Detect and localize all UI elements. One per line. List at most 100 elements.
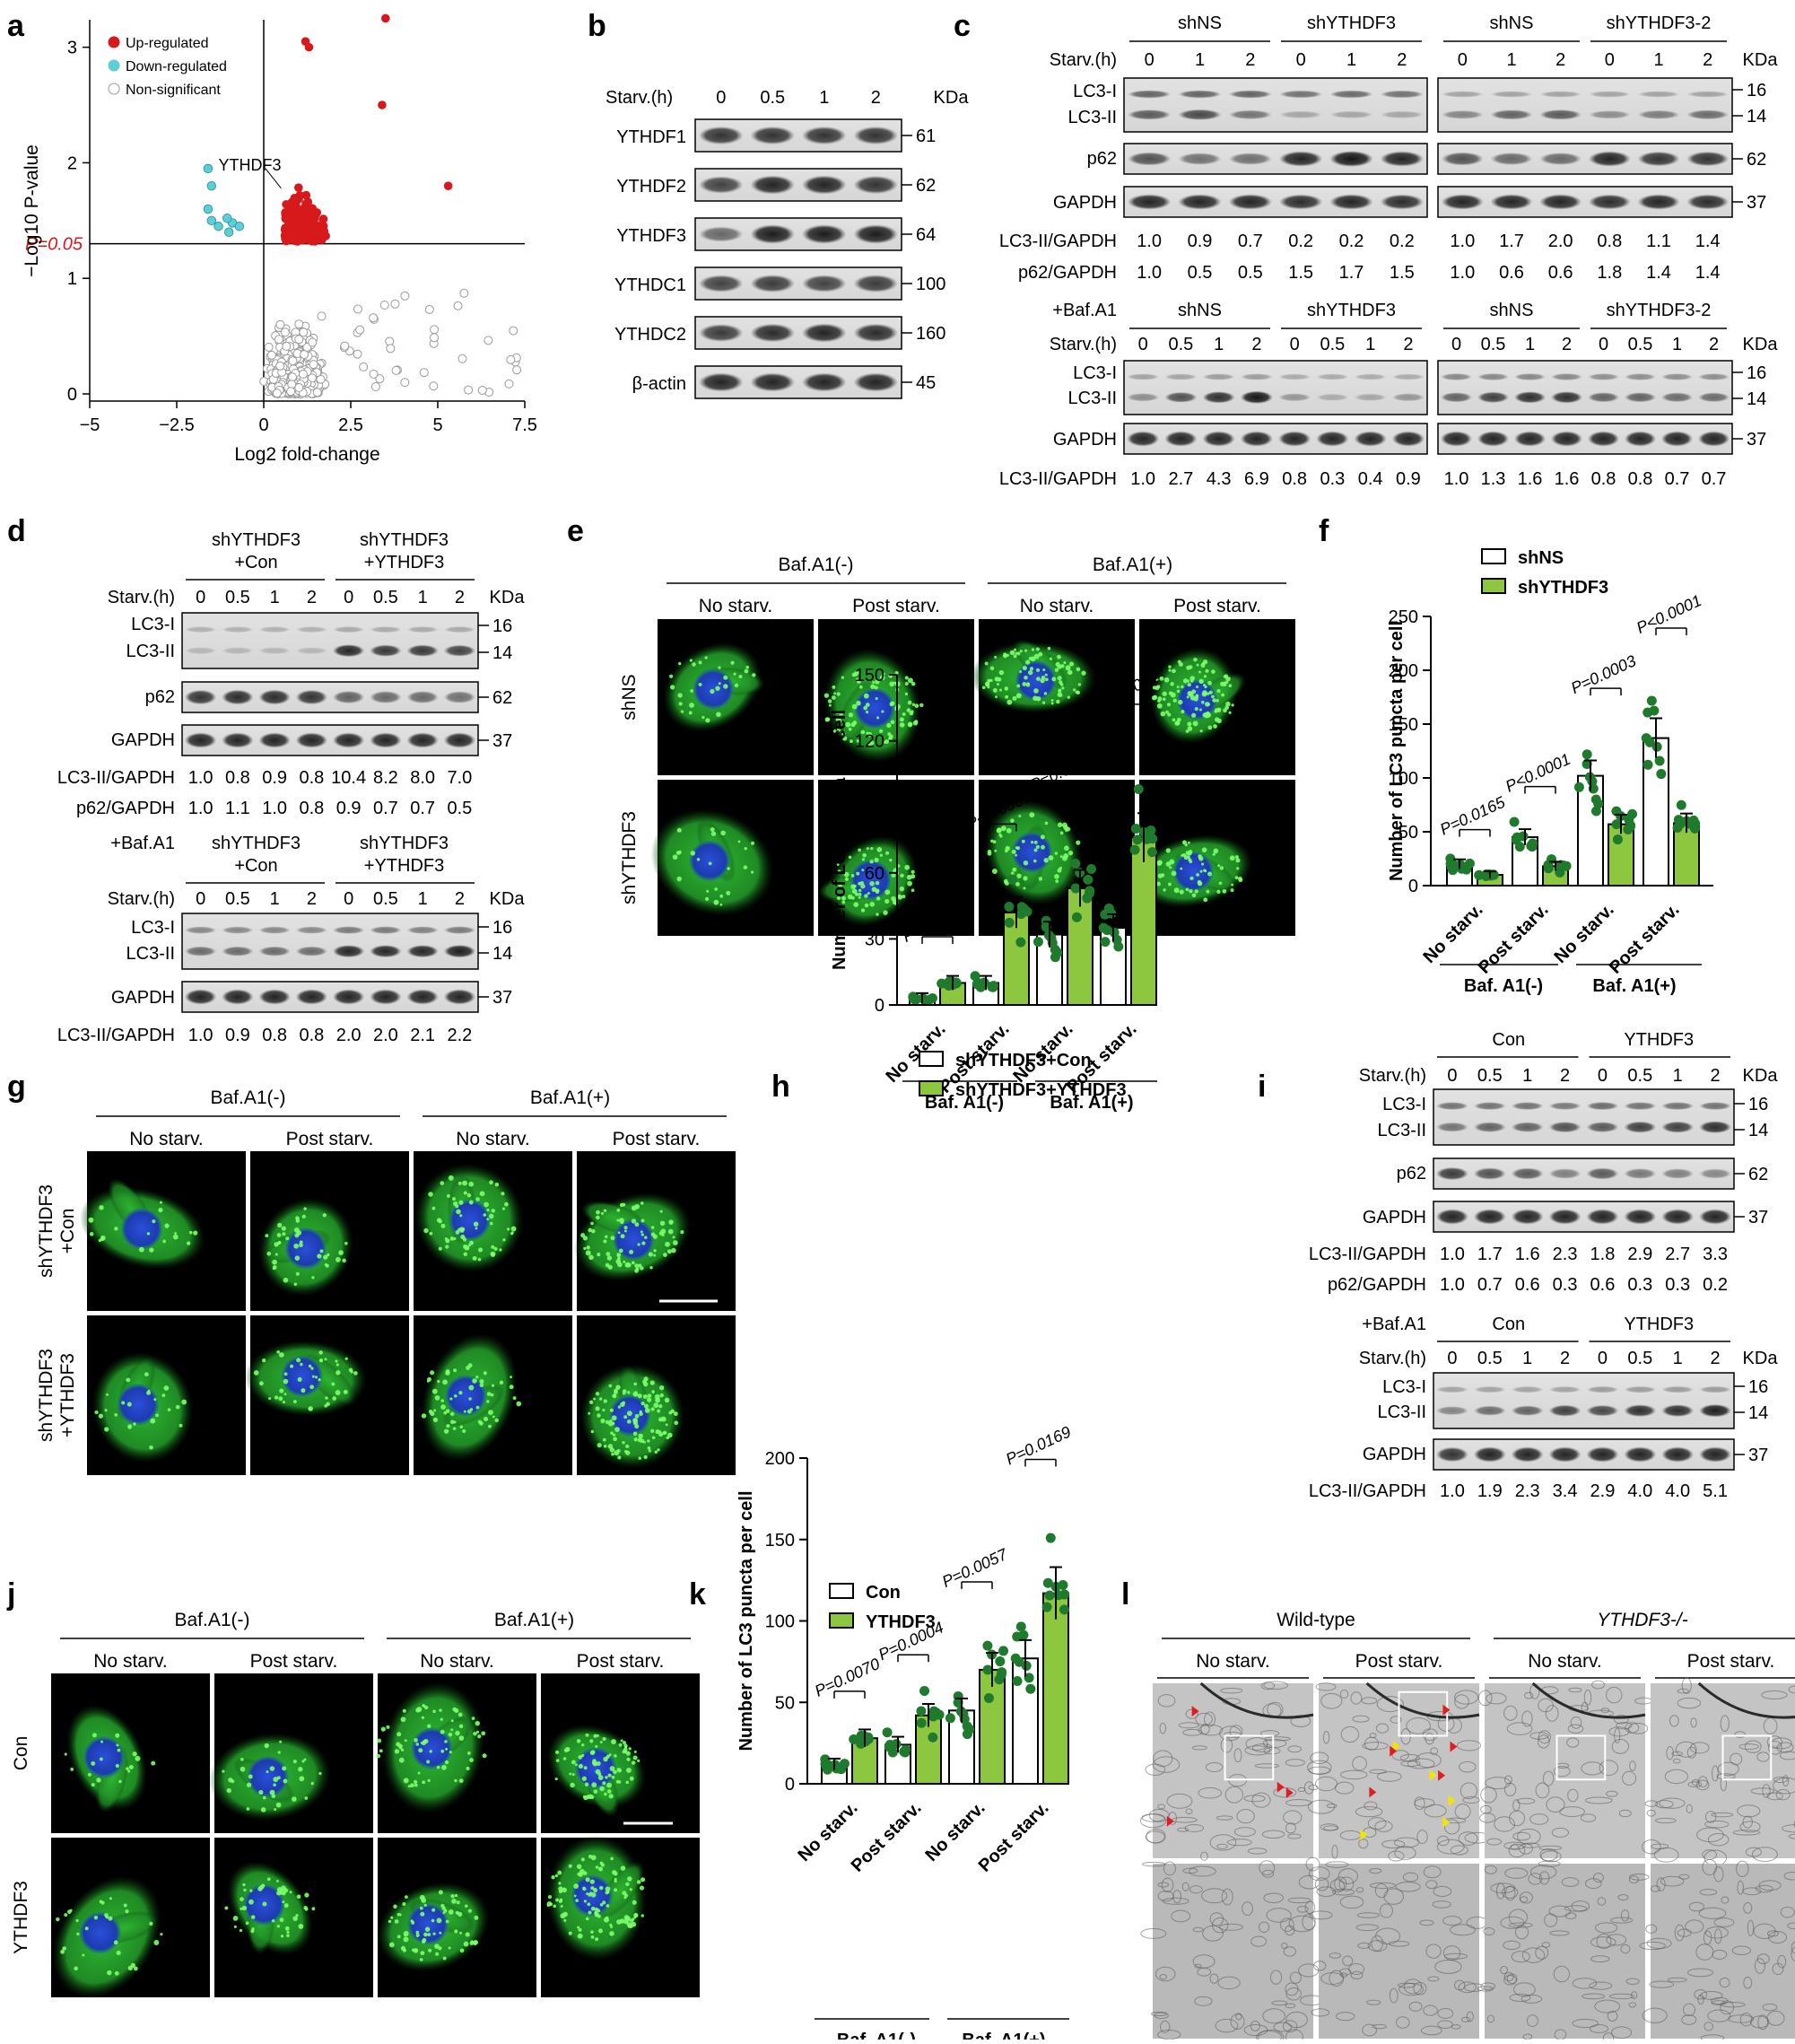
point-ns xyxy=(272,389,282,398)
x-tick-label: 5 xyxy=(432,415,442,435)
lc3-punctum xyxy=(427,1724,431,1728)
kda-header: KDa xyxy=(1743,1349,1779,1368)
lc3-punctum xyxy=(466,1766,470,1771)
lc3-punctum xyxy=(275,1879,279,1882)
lc3-punctum xyxy=(571,1760,576,1765)
lc3-punctum xyxy=(565,1746,571,1752)
point-ns xyxy=(504,379,514,389)
band-lc3-i xyxy=(1588,91,1631,98)
ratio-value: 0.7 xyxy=(373,799,398,818)
lc3-punctum xyxy=(610,1236,615,1241)
lc3-punctum xyxy=(390,1916,394,1919)
band xyxy=(258,989,291,1005)
lc3-punctum xyxy=(282,1766,287,1771)
lc3-punctum xyxy=(650,1428,655,1433)
ratio-lc3-label: LC3-II/GAPDH xyxy=(1309,1245,1426,1264)
panel-label-k: k xyxy=(689,1577,706,1612)
ratio-value: 1.0 xyxy=(1137,263,1162,283)
lc3-punctum xyxy=(436,1218,441,1223)
time-label: 0 xyxy=(1458,50,1468,70)
ratio-value: 2.0 xyxy=(373,1026,398,1045)
time-label: 1 xyxy=(1522,1066,1532,1086)
lc3-punctum xyxy=(730,660,735,665)
lc3-punctum xyxy=(633,1391,638,1395)
lc3-punctum xyxy=(431,1908,436,1912)
band xyxy=(1699,1168,1732,1179)
lc3-punctum xyxy=(393,1904,397,1909)
data-point xyxy=(1656,769,1667,780)
nucleus xyxy=(1172,851,1214,892)
lc3-punctum xyxy=(580,1857,585,1862)
blot-frame xyxy=(181,612,479,669)
blot-YTHDF3 xyxy=(694,217,902,251)
y-axis-title: Number of LC3 puncta per cell xyxy=(736,1490,756,1751)
time-label: 0 xyxy=(1447,1066,1457,1086)
band-lc3-i xyxy=(1228,90,1273,99)
band xyxy=(222,732,254,748)
data-point xyxy=(1649,705,1660,716)
lc3-punctum xyxy=(116,1950,121,1956)
lc3-punctum xyxy=(580,1753,585,1758)
point-up xyxy=(381,13,390,23)
lc3-punctum xyxy=(303,1207,307,1210)
lc3-punctum xyxy=(419,1958,423,1961)
lc3-punctum xyxy=(823,693,830,698)
lc3-punctum xyxy=(1036,677,1041,681)
lc3-punctum xyxy=(1166,703,1172,707)
lc3-punctum xyxy=(453,1368,457,1373)
lc3-punctum xyxy=(568,1931,572,1935)
data-point xyxy=(1100,937,1111,948)
lc3-punctum xyxy=(637,1393,642,1399)
ratio-value: 2.9 xyxy=(1590,1481,1616,1501)
lc3-punctum xyxy=(590,1750,596,1755)
lc3-punctum xyxy=(632,1418,638,1423)
lc3-punctum xyxy=(463,1410,466,1413)
y-tick-label: 0 xyxy=(875,996,884,1016)
lc3-punctum xyxy=(1063,845,1069,852)
lc3-punctum xyxy=(160,1933,163,1936)
band xyxy=(699,372,744,392)
lc3-punctum xyxy=(613,1769,617,1775)
lc3-punctum xyxy=(1198,856,1204,861)
lc3-punctum xyxy=(1212,698,1216,703)
lc3-punctum xyxy=(1205,668,1209,673)
condition-label: No starv. xyxy=(699,596,772,616)
lc3-punctum xyxy=(448,1732,453,1737)
lc3-punctum xyxy=(718,666,721,669)
condition-label: No starv. xyxy=(420,1651,493,1672)
condition-label: No starv. xyxy=(1196,1651,1269,1672)
lc3-punctum xyxy=(663,1253,667,1257)
lc3-punctum xyxy=(851,703,858,710)
lc3-punctum xyxy=(449,1411,455,1417)
lc3-punctum xyxy=(308,1364,312,1368)
point-ns xyxy=(400,378,410,388)
legend-label: Non-significant xyxy=(126,83,221,98)
ratio-value: 1.0 xyxy=(1440,1275,1465,1295)
lc3-punctum xyxy=(640,1230,643,1234)
ratio-lc3-label: LC3-II/GAPDH xyxy=(57,1026,175,1045)
lc3-punctum xyxy=(595,1392,600,1396)
lc3-punctum xyxy=(675,851,681,855)
ratio-value: 6.9 xyxy=(1244,469,1269,489)
lc3-punctum xyxy=(646,1397,652,1402)
lc3-punctum xyxy=(904,692,909,695)
data-point xyxy=(1086,863,1097,874)
lc3-punctum xyxy=(1193,658,1198,662)
lc3-punctum xyxy=(606,1782,612,1788)
point-ns xyxy=(512,365,522,375)
lc3-punctum xyxy=(440,1717,443,1721)
lc3-punctum xyxy=(149,1247,154,1253)
blot-frame xyxy=(1437,360,1733,415)
point-down xyxy=(213,222,223,231)
lc3-punctum xyxy=(84,1926,89,1931)
lc3-punctum xyxy=(164,1223,170,1228)
lc3-punctum xyxy=(248,1899,254,1905)
lc3-punctum xyxy=(274,1808,277,1812)
lc3-punctum xyxy=(692,662,696,667)
nucleus xyxy=(1011,832,1053,873)
lc3-punctum xyxy=(181,1399,187,1405)
lc3-punctum xyxy=(1177,659,1181,664)
band-lc3-ii xyxy=(1477,391,1510,404)
data-point xyxy=(1070,883,1081,894)
lc3-punctum xyxy=(1024,649,1028,652)
